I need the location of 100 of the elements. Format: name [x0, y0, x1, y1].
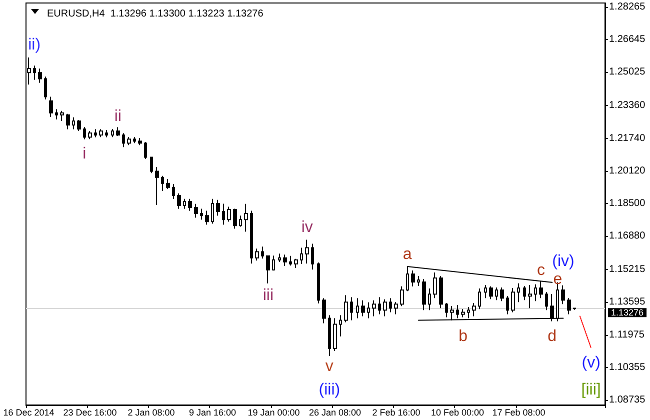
- candlestick: [150, 156, 153, 174]
- x-tick-label: 2 Feb 16:00: [372, 408, 420, 418]
- y-tick-label: 1.23360: [609, 100, 646, 112]
- y-tick-label: 1.11975: [609, 329, 645, 340]
- candlestick: [328, 314, 331, 356]
- y-tick-label: 1.15215: [609, 264, 646, 276]
- candlestick: [389, 298, 392, 313]
- candlestick: [44, 76, 47, 100]
- candlestick: [77, 119, 81, 132]
- candlestick: [500, 286, 504, 302]
- candlestick: [350, 296, 353, 321]
- candlestick: [322, 298, 326, 324]
- y-tick-label: 1.13595: [609, 296, 646, 308]
- annotation: [iii]: [581, 382, 601, 399]
- candlestick: [105, 130, 108, 138]
- candlestick: [523, 286, 526, 301]
- candlestick: [188, 198, 192, 212]
- candlestick: [161, 175, 164, 192]
- candlestick: [534, 284, 537, 302]
- candlestick: [439, 275, 443, 309]
- candlestick: [33, 65, 36, 80]
- annotation: iii: [262, 286, 274, 304]
- candlestick: [155, 166, 159, 206]
- annotation: (v): [582, 354, 600, 372]
- candlestick: [72, 116, 75, 130]
- x-tick-label: 19 Jan 00:00: [248, 408, 300, 418]
- candlestick: [484, 284, 487, 299]
- candlestick: [49, 96, 53, 118]
- candlestick: [133, 136, 136, 144]
- x-tick-label: 2 Jan 08:00: [128, 408, 175, 418]
- candlestick: [561, 284, 565, 305]
- y-tick-label: 1.16880: [609, 230, 646, 242]
- y-tick-label: 1.28265: [609, 1, 646, 12]
- candlestick: [472, 302, 476, 317]
- candlestick: [233, 208, 237, 230]
- candlestick: [166, 178, 170, 190]
- x-tick-label: 9 Jan 16:00: [188, 408, 236, 418]
- candlestick: [383, 298, 387, 317]
- annotation: d: [548, 328, 557, 345]
- candlestick: [216, 199, 220, 216]
- x-tick-label: 16 Dec 2014: [3, 408, 54, 418]
- candlestick: [367, 302, 370, 319]
- candlestick: [60, 110, 64, 122]
- annotation: (iii): [318, 382, 340, 399]
- x-tick-label: 10 Feb 00:00: [430, 408, 484, 418]
- y-tick-label: 1.26645: [609, 34, 646, 46]
- candlestick: [495, 286, 498, 301]
- y-tick-label: 1.20120: [609, 165, 646, 176]
- candlestick: [283, 254, 287, 266]
- candlestick: [222, 203, 225, 226]
- annotation: ii: [114, 108, 122, 125]
- annotation: i: [82, 146, 86, 163]
- candlestick: [361, 300, 365, 317]
- x-tick-label: 23 Dec 16:00: [63, 408, 117, 418]
- candlestick: [172, 183, 175, 200]
- candlestick: [66, 113, 70, 130]
- candlestick: [183, 198, 186, 210]
- candlestick: [177, 192, 181, 210]
- candlestick: [433, 272, 437, 299]
- candlestick: [506, 296, 509, 315]
- candlestick: [333, 318, 337, 352]
- y-tick-label: 1.10355: [609, 362, 646, 373]
- candlestick: [417, 275, 420, 287]
- annotation: ii): [28, 36, 41, 54]
- candlestick: [305, 239, 309, 264]
- candlestick: [573, 308, 576, 310]
- candlestick: [289, 255, 292, 266]
- candlestick: [478, 288, 481, 310]
- candlestick: [94, 128, 97, 138]
- candlestick: [127, 136, 131, 146]
- candlestick: [205, 210, 209, 226]
- x-tick-label: 17 Feb 08:00: [492, 408, 546, 418]
- candlestick: [339, 314, 342, 337]
- candlestick: [211, 198, 214, 224]
- annotation: iv: [301, 218, 313, 236]
- candlestick: [88, 130, 92, 140]
- candlestick: [244, 203, 248, 232]
- annotation: (iv): [552, 252, 574, 270]
- candlestick: [239, 215, 242, 228]
- candlestick: [311, 243, 314, 270]
- candlestick: [300, 247, 303, 264]
- candlestick: [272, 255, 275, 272]
- candlestick: [122, 132, 125, 148]
- y-tick-label: 1.21740: [609, 132, 646, 144]
- annotation: e: [553, 271, 562, 288]
- candlestick: [545, 292, 548, 311]
- candlestick: [194, 203, 198, 218]
- annotation: b: [458, 328, 468, 345]
- candlestick: [227, 206, 231, 222]
- candlestick: [461, 308, 465, 318]
- candlestick: [294, 258, 298, 268]
- candlestick: [278, 253, 281, 262]
- candlestick: [400, 286, 404, 307]
- candlestick: [489, 286, 493, 300]
- ref-line-label: 1.13276: [611, 308, 644, 318]
- candlestick: [372, 300, 376, 317]
- candlestick: [200, 208, 203, 220]
- candlestick: [344, 294, 348, 323]
- candlestick: [138, 138, 142, 146]
- candlestick: [567, 298, 571, 315]
